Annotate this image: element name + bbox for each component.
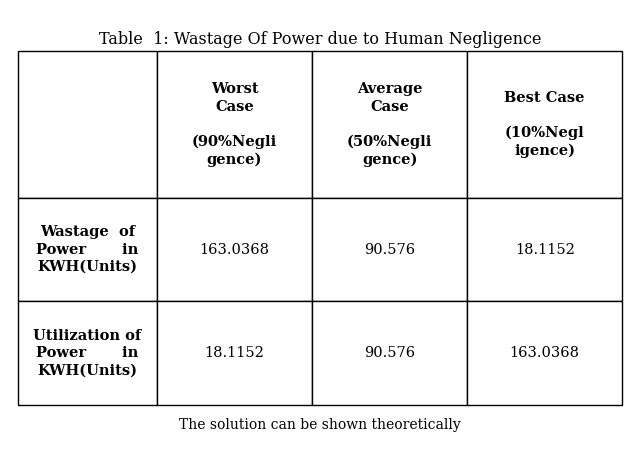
Bar: [18, 51, 157, 198]
Bar: [467, 301, 622, 405]
Text: Average
Case

(50%Negli
gence): Average Case (50%Negli gence): [347, 82, 433, 167]
Bar: [157, 51, 312, 198]
Text: 90.576: 90.576: [364, 346, 415, 360]
Bar: [18, 198, 157, 301]
Text: 18.1152: 18.1152: [515, 243, 575, 257]
Text: Best Case

(10%Negl
igence): Best Case (10%Negl igence): [504, 91, 585, 158]
Text: Worst
Case

(90%Negli
gence): Worst Case (90%Negli gence): [192, 82, 277, 167]
Text: 163.0368: 163.0368: [200, 243, 269, 257]
Text: Wastage  of
Power       in
KWH(Units): Wastage of Power in KWH(Units): [36, 225, 139, 274]
Text: Utilization of
Power       in
KWH(Units): Utilization of Power in KWH(Units): [33, 329, 141, 377]
Bar: [312, 51, 467, 198]
Text: 18.1152: 18.1152: [205, 346, 264, 360]
Bar: [467, 198, 622, 301]
Text: The solution can be shown theoretically: The solution can be shown theoretically: [179, 418, 461, 432]
Bar: [312, 198, 467, 301]
Bar: [18, 301, 157, 405]
Bar: [157, 301, 312, 405]
Text: Table  1: Wastage Of Power due to Human Negligence: Table 1: Wastage Of Power due to Human N…: [99, 31, 541, 48]
Bar: [312, 301, 467, 405]
Text: 163.0368: 163.0368: [509, 346, 580, 360]
Text: 90.576: 90.576: [364, 243, 415, 257]
Bar: [157, 198, 312, 301]
Bar: [467, 51, 622, 198]
